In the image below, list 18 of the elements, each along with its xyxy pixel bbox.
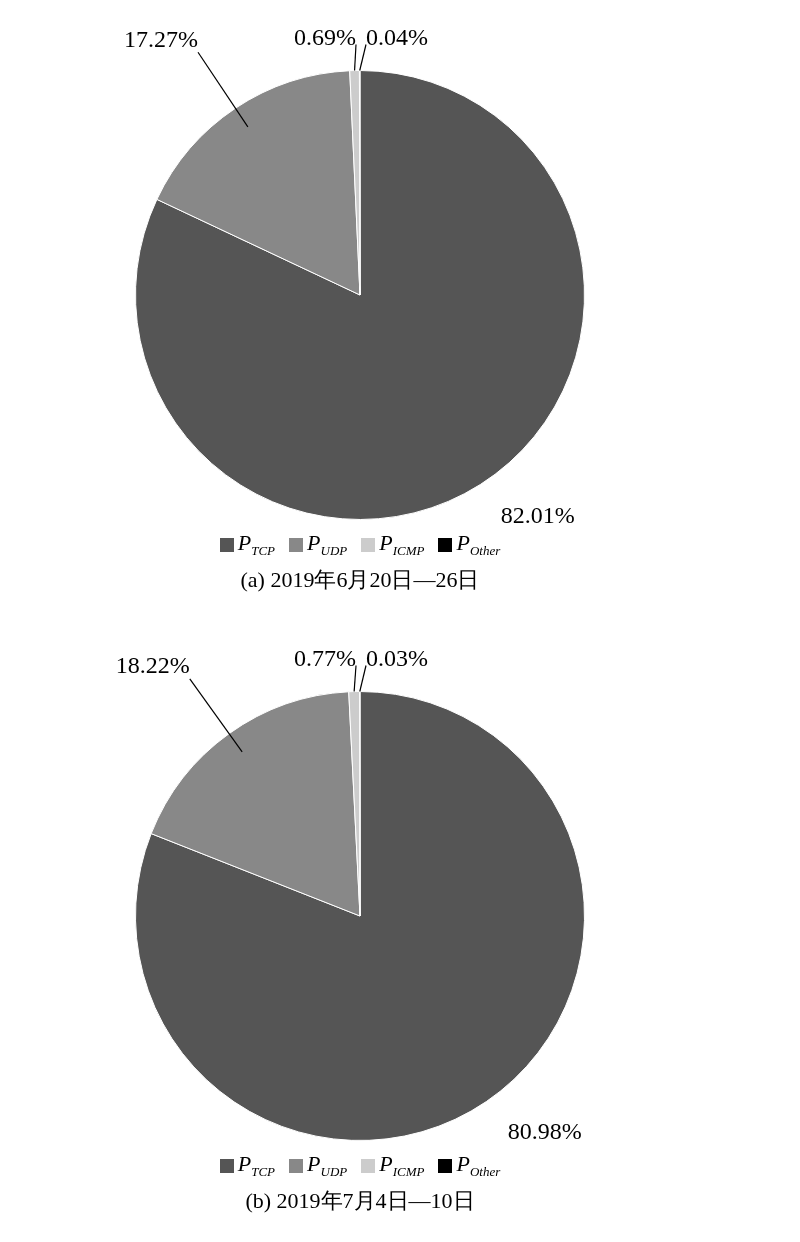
data-label: 0.69% — [294, 23, 356, 50]
data-label: 80.98% — [507, 1118, 582, 1145]
data-label: 18.22% — [115, 652, 190, 679]
text: (b) 2019年7月4日—10日 — [244, 1187, 476, 1216]
legend-label: P$_{TCP}$ — [237, 1151, 276, 1180]
legend-label: P$_{TCP}$ — [237, 530, 276, 559]
legend-label: P$_{UDP}$ — [307, 1151, 348, 1180]
data-label: 82.01% — [500, 502, 575, 529]
legend-label: P$_{ICMP}$ — [379, 530, 425, 559]
data-label: 17.27% — [124, 25, 199, 52]
data-label: 0.77% — [294, 644, 356, 671]
legend-label: P$_{UDP}$ — [307, 530, 348, 559]
data-label: 0.03% — [366, 644, 428, 671]
data-label: 0.04% — [366, 23, 428, 50]
legend-label: P$_{Other}$ — [456, 1151, 501, 1180]
legend-label: P$_{Other}$ — [456, 530, 501, 559]
text: (a) 2019年6月20日—26日 — [239, 566, 481, 595]
legend-label: P$_{ICMP}$ — [379, 1151, 425, 1180]
